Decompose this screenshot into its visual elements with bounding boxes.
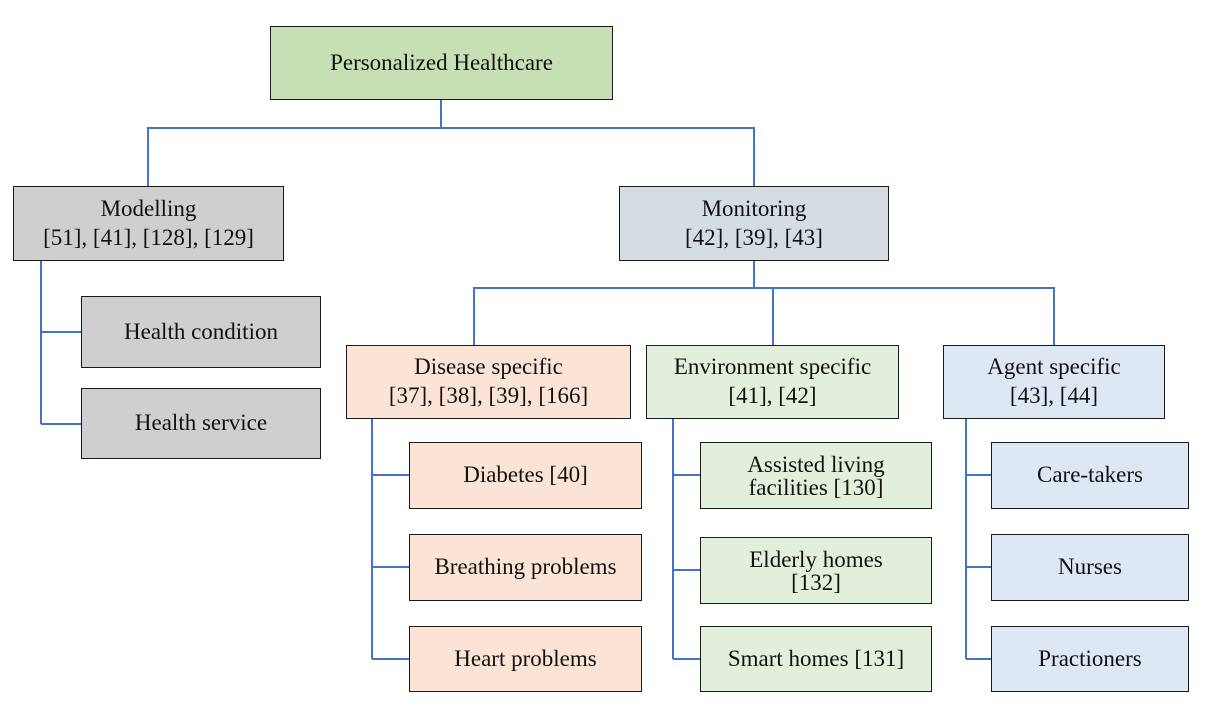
assisted-living-line1: Assisted living: [747, 451, 885, 477]
connector-root-bus: [147, 127, 755, 187]
health-service-label: Health service: [134, 410, 268, 436]
diabetes-label: Diabetes [40]: [463, 462, 588, 488]
assisted-living-line2: facilities [130]: [748, 474, 884, 500]
nurses-node: Nurses: [991, 534, 1189, 601]
practioners-label: Practioners: [1038, 645, 1142, 671]
health-condition-label: Health condition: [124, 318, 278, 344]
diabetes-node: Diabetes [40]: [409, 442, 642, 509]
agent-specific-title: Agent specific: [987, 354, 1121, 380]
elderly-homes-line1: Elderly homes: [749, 546, 883, 572]
root-node: Personalized Healthcare: [270, 26, 613, 100]
root-label: Personalized Healthcare: [330, 49, 553, 75]
care-takers-node: Care-takers: [991, 442, 1189, 509]
modelling-refs: [51], [41], [128], [129]: [43, 224, 254, 250]
nurses-label: Nurses: [1058, 554, 1122, 580]
monitoring-title: Monitoring: [701, 195, 807, 221]
assisted-living-node: Assisted living facilities [130]: [700, 442, 932, 509]
elderly-homes-node: Elderly homes [132]: [700, 537, 932, 604]
environment-specific-refs: [41], [42]: [728, 383, 817, 408]
environment-specific-title: Environment specific: [673, 354, 872, 380]
heart-problems-label: Heart problems: [454, 645, 597, 671]
elderly-homes-line2: [132]: [791, 569, 841, 595]
health-service-node: Health service: [81, 388, 321, 459]
disease-specific-refs: [37], [38], [39], [166]: [388, 383, 589, 408]
monitoring-node: Monitoring [42], [39], [43]: [619, 186, 889, 261]
modelling-node: Modelling [51], [41], [128], [129]: [13, 186, 284, 261]
health-condition-node: Health condition: [81, 296, 321, 368]
practioners-node: Practioners: [991, 626, 1189, 692]
breathing-problems-label: Breathing problems: [434, 554, 617, 580]
modelling-title: Modelling: [100, 195, 197, 221]
agent-specific-refs: [43], [44]: [1009, 383, 1099, 408]
agent-specific-node: Agent specific [43], [44]: [943, 345, 1165, 419]
connector-monitoring-bus: [473, 287, 1055, 346]
breathing-problems-node: Breathing problems: [409, 534, 642, 601]
smart-homes-label: Smart homes [131]: [727, 645, 905, 671]
disease-specific-title: Disease specific: [414, 354, 563, 380]
smart-homes-node: Smart homes [131]: [700, 626, 932, 692]
heart-problems-node: Heart problems: [409, 626, 642, 692]
environment-specific-node: Environment specific [41], [42]: [646, 345, 899, 419]
monitoring-refs: [42], [39], [43]: [685, 224, 823, 250]
care-takers-label: Care-takers: [1037, 462, 1143, 488]
disease-specific-node: Disease specific [37], [38], [39], [166]: [346, 345, 631, 419]
